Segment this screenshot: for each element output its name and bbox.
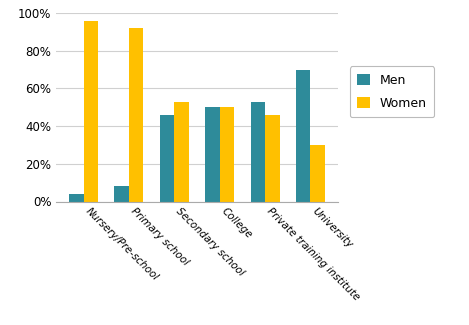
Bar [69, 194, 83, 202]
Bar [205, 107, 219, 202]
Bar [174, 102, 189, 202]
Bar [296, 70, 310, 202]
Bar [129, 28, 144, 202]
Bar [310, 145, 325, 202]
Bar [265, 115, 280, 202]
Legend: Men, Women: Men, Women [349, 66, 434, 117]
Bar [219, 107, 234, 202]
Bar [160, 115, 174, 202]
Bar [83, 20, 98, 201]
Bar [114, 187, 129, 202]
Bar [250, 102, 265, 202]
